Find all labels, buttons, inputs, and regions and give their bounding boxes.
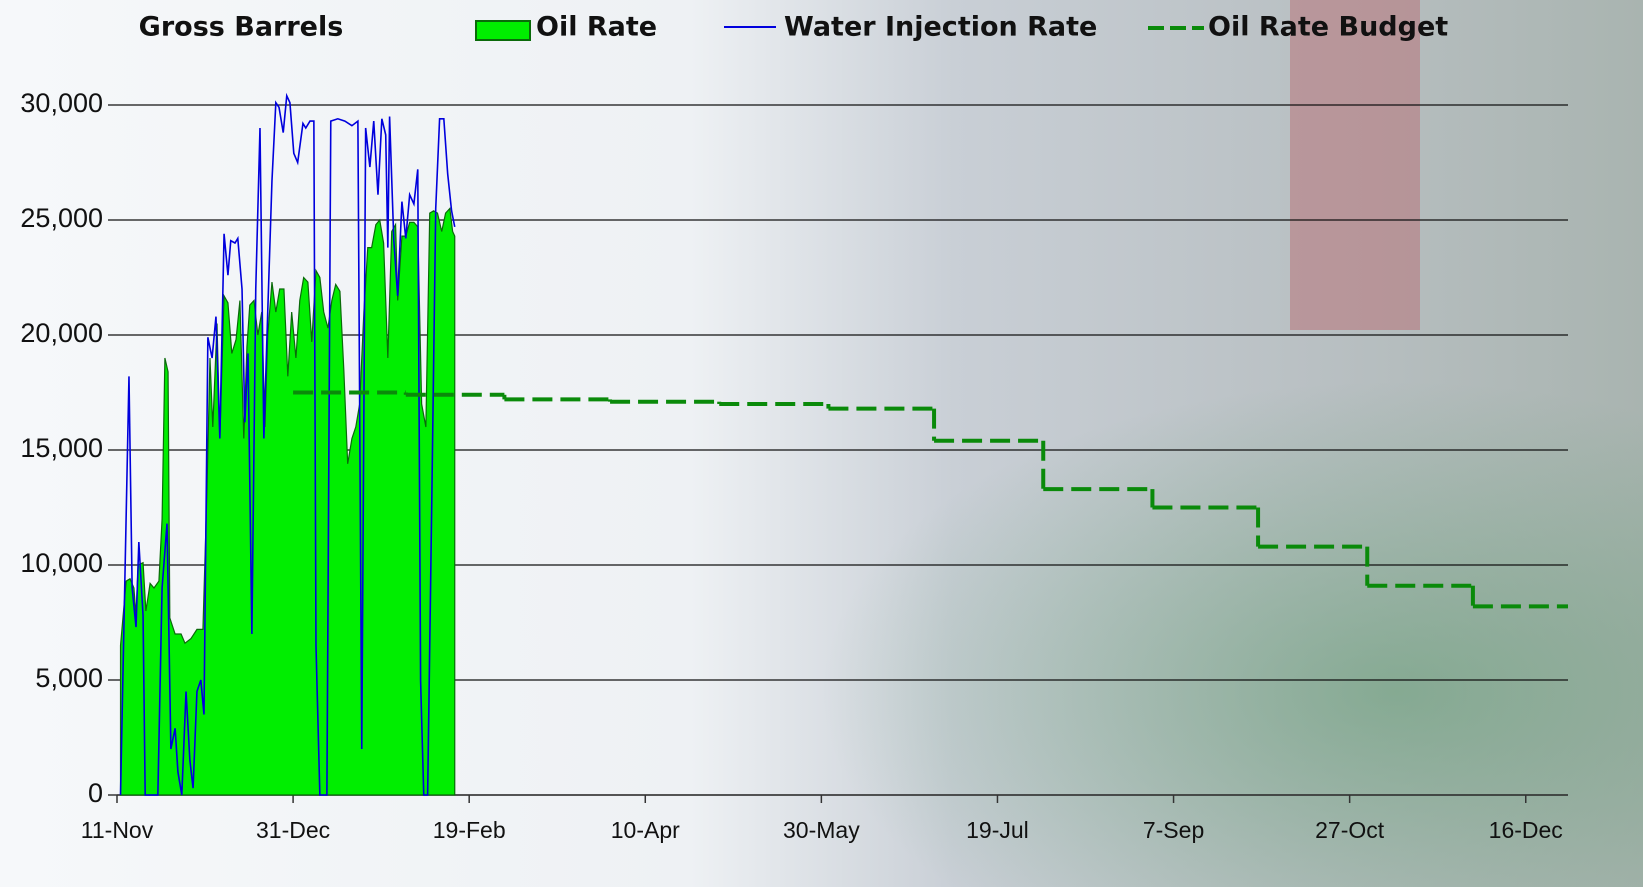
legend-label: Oil Rate Budget	[1208, 12, 1448, 43]
x-tick-label: 16-Dec	[1489, 817, 1563, 843]
x-tick-label: 11-Nov	[81, 817, 154, 843]
y-tick-label: 30,000	[20, 88, 103, 118]
legend-label: Water Injection Rate	[784, 12, 1097, 43]
x-tick-label: 7-Sep	[1143, 817, 1204, 843]
y-tick-label: 5,000	[35, 663, 103, 693]
y-tick-label: 0	[88, 778, 103, 808]
x-tick-label: 10-Apr	[611, 817, 680, 843]
y-tick-label: 20,000	[20, 318, 103, 348]
x-tick-label: 31-Dec	[256, 817, 330, 843]
y-tick-label: 10,000	[20, 548, 103, 578]
x-tick-label: 19-Feb	[433, 817, 506, 843]
x-tick-label: 19-Jul	[966, 817, 1029, 843]
chart-title: Gross Barrels	[139, 12, 344, 43]
x-tick-label: 27-Oct	[1315, 817, 1385, 843]
y-tick-label: 15,000	[20, 433, 103, 463]
legend-swatch	[475, 20, 531, 41]
x-tick-label: 30-May	[783, 817, 860, 843]
background-photo	[1290, 0, 1420, 330]
water-injection-line	[119, 92, 456, 796]
y-tick-label: 25,000	[20, 203, 103, 233]
legend-label: Oil Rate	[536, 12, 657, 43]
